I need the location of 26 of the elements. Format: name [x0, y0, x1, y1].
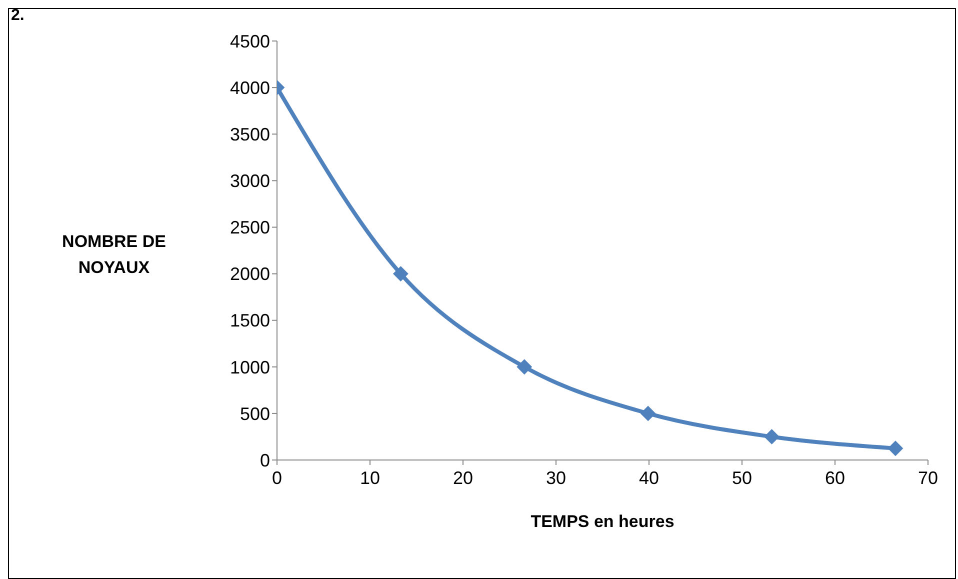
x-axis-title: TEMPS en heures [530, 512, 676, 532]
y-tick-label: 2500 [230, 218, 270, 238]
y-tick-label: 1000 [230, 357, 270, 378]
point [764, 429, 780, 444]
y-tick-label: 4000 [230, 78, 270, 98]
x-tick-label: 0 [272, 468, 282, 488]
y-tick-label: 0 [260, 450, 270, 470]
y-tick-label: 500 [240, 404, 270, 424]
point [640, 406, 656, 421]
x-tick-label: 70 [918, 468, 938, 488]
x-tick-label: 10 [360, 468, 380, 488]
y-tick-label: 2000 [230, 264, 270, 284]
y-tick-label: 3500 [230, 124, 270, 144]
y-tick-label: 1500 [230, 310, 270, 331]
y-tick-label: 3000 [230, 171, 270, 192]
y-tick-label: 4500 [230, 31, 270, 52]
point [888, 440, 903, 456]
text: 2. [11, 7, 24, 25]
x-tick-label: 40 [638, 468, 660, 488]
point [516, 359, 532, 374]
x-tick-label: 20 [452, 468, 474, 488]
x-tick-label: 50 [732, 468, 752, 488]
x-tick-label: 60 [824, 468, 846, 488]
y-axis-title: NOMBRE DE NOYAUX [61, 231, 167, 279]
point [393, 266, 408, 282]
x-tick-label: 30 [546, 468, 566, 488]
